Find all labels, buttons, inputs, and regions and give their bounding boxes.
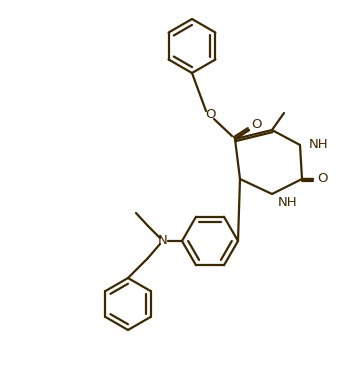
Text: O: O	[317, 173, 327, 186]
Text: NH: NH	[278, 195, 297, 208]
Text: O: O	[205, 108, 215, 122]
Text: NH: NH	[309, 137, 329, 151]
Text: N: N	[158, 235, 168, 247]
Text: O: O	[251, 119, 261, 132]
